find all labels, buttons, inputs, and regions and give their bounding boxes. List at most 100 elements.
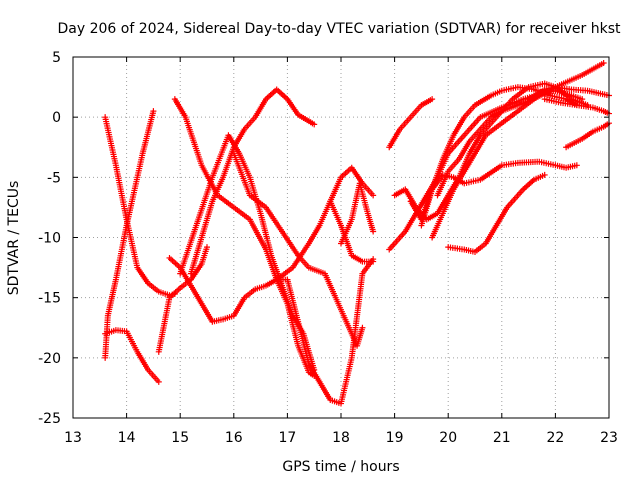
data-point <box>570 94 573 97</box>
data-point <box>436 212 439 215</box>
data-point <box>543 98 546 100</box>
y-axis-label: SDTVAR / TECUs <box>6 181 22 296</box>
data-point <box>233 314 235 317</box>
data-point <box>372 230 374 233</box>
data-point <box>388 146 391 149</box>
data-point <box>399 128 401 130</box>
data-point <box>468 140 471 143</box>
data-point <box>554 86 557 88</box>
x-tick-label: 14 <box>118 430 136 446</box>
series-marker-trail <box>102 114 178 299</box>
series-track-18 <box>418 158 580 229</box>
data-point <box>495 224 498 227</box>
series-marker-trail <box>407 84 580 223</box>
data-point <box>157 351 160 353</box>
data-point <box>442 158 444 161</box>
data-point <box>592 106 594 109</box>
data-point <box>147 369 149 371</box>
data-point <box>543 174 546 176</box>
y-tick-label: 0 <box>52 110 61 126</box>
data-point <box>340 176 342 179</box>
data-point <box>431 98 433 100</box>
data-point <box>275 278 278 281</box>
series-track-8 <box>187 86 318 277</box>
data-point <box>517 86 519 88</box>
series-track-14 <box>386 96 436 151</box>
data-point <box>350 254 353 257</box>
data-point <box>358 182 361 185</box>
y-tick-label: 5 <box>52 50 61 66</box>
y-tick-label: -15 <box>38 291 61 307</box>
tick-layer: 13 14 15 16 17 18 19 20 21 22 23 5 0 -5 -10 -15 -20 -25 <box>38 50 618 446</box>
data-point <box>436 194 439 197</box>
series-track-23 <box>541 96 612 117</box>
data-point <box>447 246 450 248</box>
data-point <box>533 178 535 181</box>
data-point <box>372 194 374 197</box>
data-point <box>420 104 423 106</box>
data-point <box>286 278 289 281</box>
data-point <box>249 194 251 197</box>
series-track-21 <box>445 171 548 255</box>
data-point <box>275 88 278 91</box>
data-point <box>211 176 214 179</box>
data-point <box>195 224 198 227</box>
data-point <box>474 251 476 253</box>
data-point <box>592 130 594 133</box>
data-point <box>543 88 546 91</box>
x-tick-label: 21 <box>493 430 511 446</box>
data-point <box>318 224 321 227</box>
series-track-9 <box>230 150 366 349</box>
data-point <box>125 330 128 333</box>
series-marker-trail <box>386 96 436 151</box>
data-point <box>200 263 203 265</box>
data-point <box>420 224 423 227</box>
data-point <box>190 272 192 275</box>
data-point <box>538 160 541 163</box>
series-track-3 <box>102 327 162 385</box>
y-tick-label: -20 <box>38 351 61 367</box>
data-point <box>104 357 106 359</box>
data-point <box>543 82 546 85</box>
data-point <box>157 290 160 293</box>
x-tick-label: 17 <box>278 430 296 446</box>
data-point <box>291 314 294 317</box>
data-point <box>581 138 583 140</box>
x-tick-label: 23 <box>600 430 618 446</box>
data-point <box>345 320 348 323</box>
data-point <box>442 212 444 215</box>
series-marker-trail <box>541 96 612 117</box>
data-point <box>179 272 181 275</box>
data-point <box>517 110 519 112</box>
data-point <box>468 152 471 155</box>
x-tick-label: 15 <box>171 430 189 446</box>
data-point <box>458 158 460 161</box>
data-point <box>297 345 299 347</box>
data-point <box>463 116 466 118</box>
data-point <box>549 94 551 97</box>
data-point <box>152 110 155 112</box>
data-point <box>174 98 176 100</box>
data-point <box>104 332 106 335</box>
data-point <box>501 164 503 167</box>
data-point <box>222 176 224 179</box>
data-point <box>565 98 567 100</box>
data-point <box>254 288 257 291</box>
data-point <box>393 194 396 197</box>
data-point <box>281 230 283 233</box>
data-point <box>576 104 578 106</box>
data-point <box>511 98 514 100</box>
data-point <box>308 242 310 245</box>
data-point <box>490 122 492 124</box>
data-point <box>281 284 283 287</box>
data-point <box>554 164 557 167</box>
series-track-24 <box>563 120 612 151</box>
data-point <box>211 320 214 323</box>
series-track-1 <box>102 114 178 299</box>
data-point <box>350 357 353 359</box>
data-point <box>243 296 246 299</box>
data-point <box>297 113 299 116</box>
data-point <box>233 206 235 209</box>
data-point <box>265 284 267 287</box>
